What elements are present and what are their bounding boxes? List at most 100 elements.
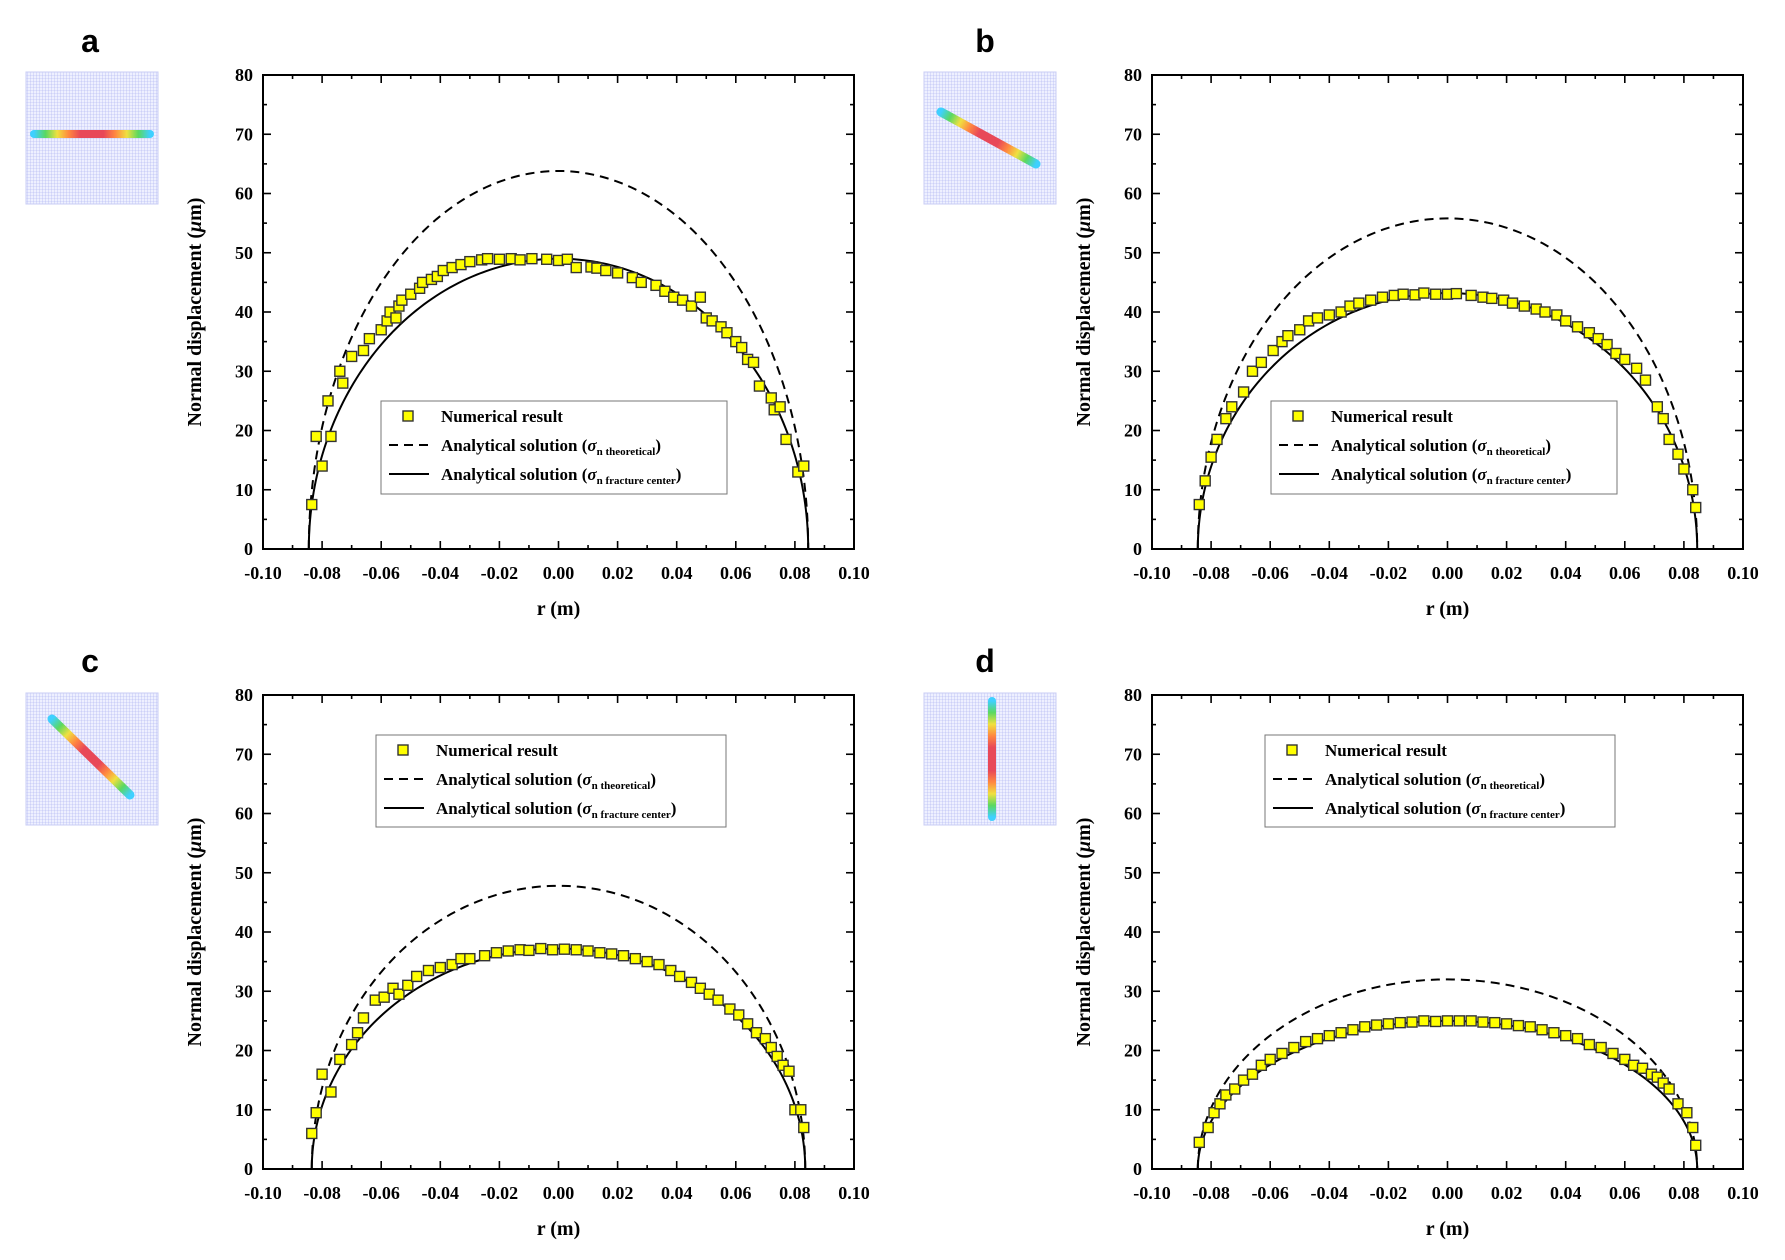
data-point bbox=[1465, 1015, 1477, 1027]
y-tick-label: 50 bbox=[235, 243, 253, 263]
data-point bbox=[1489, 1016, 1501, 1029]
y-title-mu: μ bbox=[1073, 221, 1095, 233]
y-tick-label: 30 bbox=[235, 981, 253, 1001]
y-axis-title: Normal displacement (μm) bbox=[1073, 198, 1095, 427]
legend-close: ) bbox=[671, 799, 677, 818]
legend-sigma: σ bbox=[1471, 799, 1481, 818]
data-point bbox=[1255, 356, 1268, 369]
legend-close: ) bbox=[650, 770, 656, 789]
legend-label: Analytical solution (σn fracture center) bbox=[1325, 799, 1565, 821]
legend-label: Analytical solution (σn theoretical) bbox=[1325, 770, 1545, 792]
y-tick-label: 80 bbox=[235, 685, 253, 705]
data-point bbox=[765, 1041, 777, 1054]
x-tick-label: -0.02 bbox=[1370, 1183, 1408, 1203]
data-point bbox=[1559, 315, 1572, 327]
data-point bbox=[1465, 289, 1477, 302]
data-point bbox=[1229, 1083, 1241, 1095]
data-point bbox=[1672, 1098, 1684, 1110]
data-point bbox=[1559, 1029, 1572, 1042]
data-point bbox=[1359, 1021, 1371, 1033]
panel-c: c -0.10 -0.08 -0.06 -0.04 -0.02 0.00 0.02 0.04 0.… bbox=[25, 643, 870, 1240]
theoretical-curve bbox=[1196, 978, 1699, 1169]
x-tick-label: 0.06 bbox=[1609, 563, 1641, 583]
x-tick-label: 0.00 bbox=[1432, 563, 1464, 583]
legend-label: Numerical result bbox=[1331, 407, 1453, 426]
data-point bbox=[685, 300, 698, 312]
legend: Numerical result Analytical solution (σn … bbox=[375, 734, 727, 828]
legend-sigma: σ bbox=[582, 799, 592, 818]
data-point bbox=[641, 955, 653, 968]
legend-label: Numerical result bbox=[436, 741, 558, 760]
data-point bbox=[1429, 1015, 1442, 1028]
legend-marker bbox=[1286, 744, 1298, 756]
panel-letter: c bbox=[81, 643, 99, 679]
x-tick-label: -0.02 bbox=[1370, 563, 1408, 583]
data-point bbox=[765, 392, 777, 404]
fracture-inset bbox=[25, 692, 159, 826]
data-point bbox=[1450, 287, 1463, 300]
data-point bbox=[653, 958, 665, 971]
y-tick-label: 60 bbox=[235, 184, 253, 204]
x-axis-title: r (m) bbox=[1426, 1218, 1470, 1240]
data-point bbox=[650, 279, 662, 292]
legend-subscript: n theoretical bbox=[1487, 446, 1546, 458]
x-tick-label: -0.10 bbox=[1133, 563, 1171, 583]
x-tick-label: 0.08 bbox=[779, 563, 811, 583]
data-point bbox=[1524, 1021, 1536, 1033]
data-point bbox=[759, 1032, 772, 1045]
data-point bbox=[611, 267, 624, 279]
legend-sigma: σ bbox=[582, 770, 592, 789]
legend-label: Analytical solution (σn theoretical) bbox=[441, 436, 661, 458]
legend-label: Analytical solution (σn fracture center) bbox=[441, 465, 681, 487]
data-point bbox=[665, 964, 677, 977]
legend-label: Analytical solution (σn theoretical) bbox=[436, 770, 656, 792]
x-tick-label: 0.02 bbox=[1491, 1183, 1523, 1203]
data-point bbox=[1299, 1035, 1312, 1048]
panel-letter: d bbox=[975, 643, 995, 679]
x-tick-label: 0.08 bbox=[779, 1183, 811, 1203]
x-tick-label: -0.02 bbox=[481, 1183, 519, 1203]
legend-marker bbox=[1292, 410, 1304, 422]
data-point bbox=[393, 988, 405, 1000]
data-point bbox=[561, 253, 574, 265]
data-point bbox=[316, 1068, 328, 1080]
y-tick-label: 0 bbox=[244, 1159, 253, 1179]
y-tick-label: 30 bbox=[1124, 361, 1142, 381]
data-point bbox=[1607, 1047, 1619, 1060]
legend-frame bbox=[1264, 734, 1616, 828]
x-tick-label: -0.06 bbox=[1251, 563, 1289, 583]
data-point bbox=[1595, 1041, 1607, 1054]
y-tick-label: 60 bbox=[235, 804, 253, 824]
data-point bbox=[1294, 324, 1306, 336]
data-point bbox=[526, 252, 538, 265]
data-point bbox=[1687, 484, 1699, 496]
plot-frame bbox=[1151, 694, 1744, 1170]
data-point bbox=[798, 1121, 810, 1134]
data-point bbox=[685, 976, 698, 989]
data-point bbox=[558, 943, 571, 955]
y-tick-label: 10 bbox=[235, 1100, 253, 1120]
y-tick-label: 80 bbox=[235, 65, 253, 85]
data-point bbox=[721, 327, 733, 339]
data-point bbox=[1690, 1139, 1702, 1152]
y-tick-label: 40 bbox=[1124, 922, 1142, 942]
data-point bbox=[490, 947, 503, 959]
x-tick-label: -0.08 bbox=[303, 563, 341, 583]
x-tick-label: 0.04 bbox=[1550, 1183, 1582, 1203]
data-point bbox=[1651, 1071, 1664, 1083]
legend-sigma: σ bbox=[587, 465, 597, 484]
legend-subscript: n theoretical bbox=[592, 780, 651, 792]
data-point bbox=[1583, 1038, 1596, 1051]
data-point bbox=[1276, 335, 1288, 348]
data-point bbox=[1370, 1019, 1383, 1031]
data-point bbox=[306, 498, 318, 511]
data-point bbox=[1237, 386, 1250, 398]
data-point bbox=[777, 1059, 789, 1072]
x-tick-label: 0.10 bbox=[1727, 563, 1759, 583]
y-axis-title: Normal displacement (μm) bbox=[184, 198, 206, 427]
legend-subscript: n fracture center bbox=[592, 809, 671, 821]
theoretical-curve bbox=[310, 884, 807, 1169]
data-point bbox=[1214, 1098, 1226, 1110]
x-tick-label: 0.06 bbox=[720, 563, 752, 583]
data-point bbox=[1267, 344, 1279, 357]
